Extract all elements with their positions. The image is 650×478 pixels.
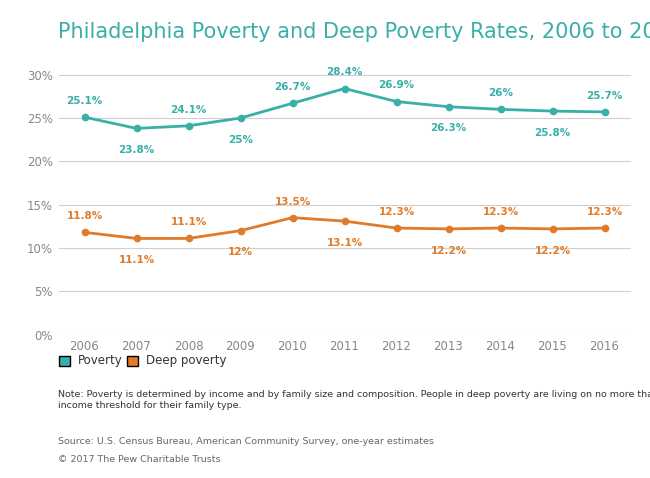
Text: Philadelphia Poverty and Deep Poverty Rates, 2006 to 2016: Philadelphia Poverty and Deep Poverty Ra… [58,22,650,42]
Text: 26%: 26% [488,88,513,98]
Text: 12%: 12% [228,247,253,257]
Text: 12.3%: 12.3% [586,207,623,217]
Text: Deep poverty: Deep poverty [146,354,227,368]
Text: 28.4%: 28.4% [326,67,363,77]
Text: 12.2%: 12.2% [430,246,467,256]
Text: 13.1%: 13.1% [326,238,363,248]
Text: 25%: 25% [228,135,253,145]
Text: 26.7%: 26.7% [274,82,311,92]
Text: © 2017 The Pew Charitable Trusts: © 2017 The Pew Charitable Trusts [58,455,221,464]
Text: 23.8%: 23.8% [118,145,155,155]
Text: Note: Poverty is determined by income and by family size and composition. People: Note: Poverty is determined by income an… [58,390,650,411]
Text: 12.3%: 12.3% [378,207,415,217]
Text: Source: U.S. Census Bureau, American Community Survey, one-year estimates: Source: U.S. Census Bureau, American Com… [58,437,434,446]
Text: 25.8%: 25.8% [534,128,571,138]
Text: 24.1%: 24.1% [170,105,207,115]
Text: Poverty: Poverty [78,354,123,368]
Text: 11.1%: 11.1% [170,217,207,228]
Text: 12.3%: 12.3% [482,207,519,217]
Text: 13.5%: 13.5% [274,196,311,206]
Text: 26.9%: 26.9% [378,80,415,90]
Text: 12.2%: 12.2% [534,246,571,256]
Text: 11.1%: 11.1% [118,255,155,265]
Text: 11.8%: 11.8% [66,211,103,221]
Text: 25.7%: 25.7% [586,91,623,101]
Text: 25.1%: 25.1% [66,96,103,106]
Text: 26.3%: 26.3% [430,123,467,133]
